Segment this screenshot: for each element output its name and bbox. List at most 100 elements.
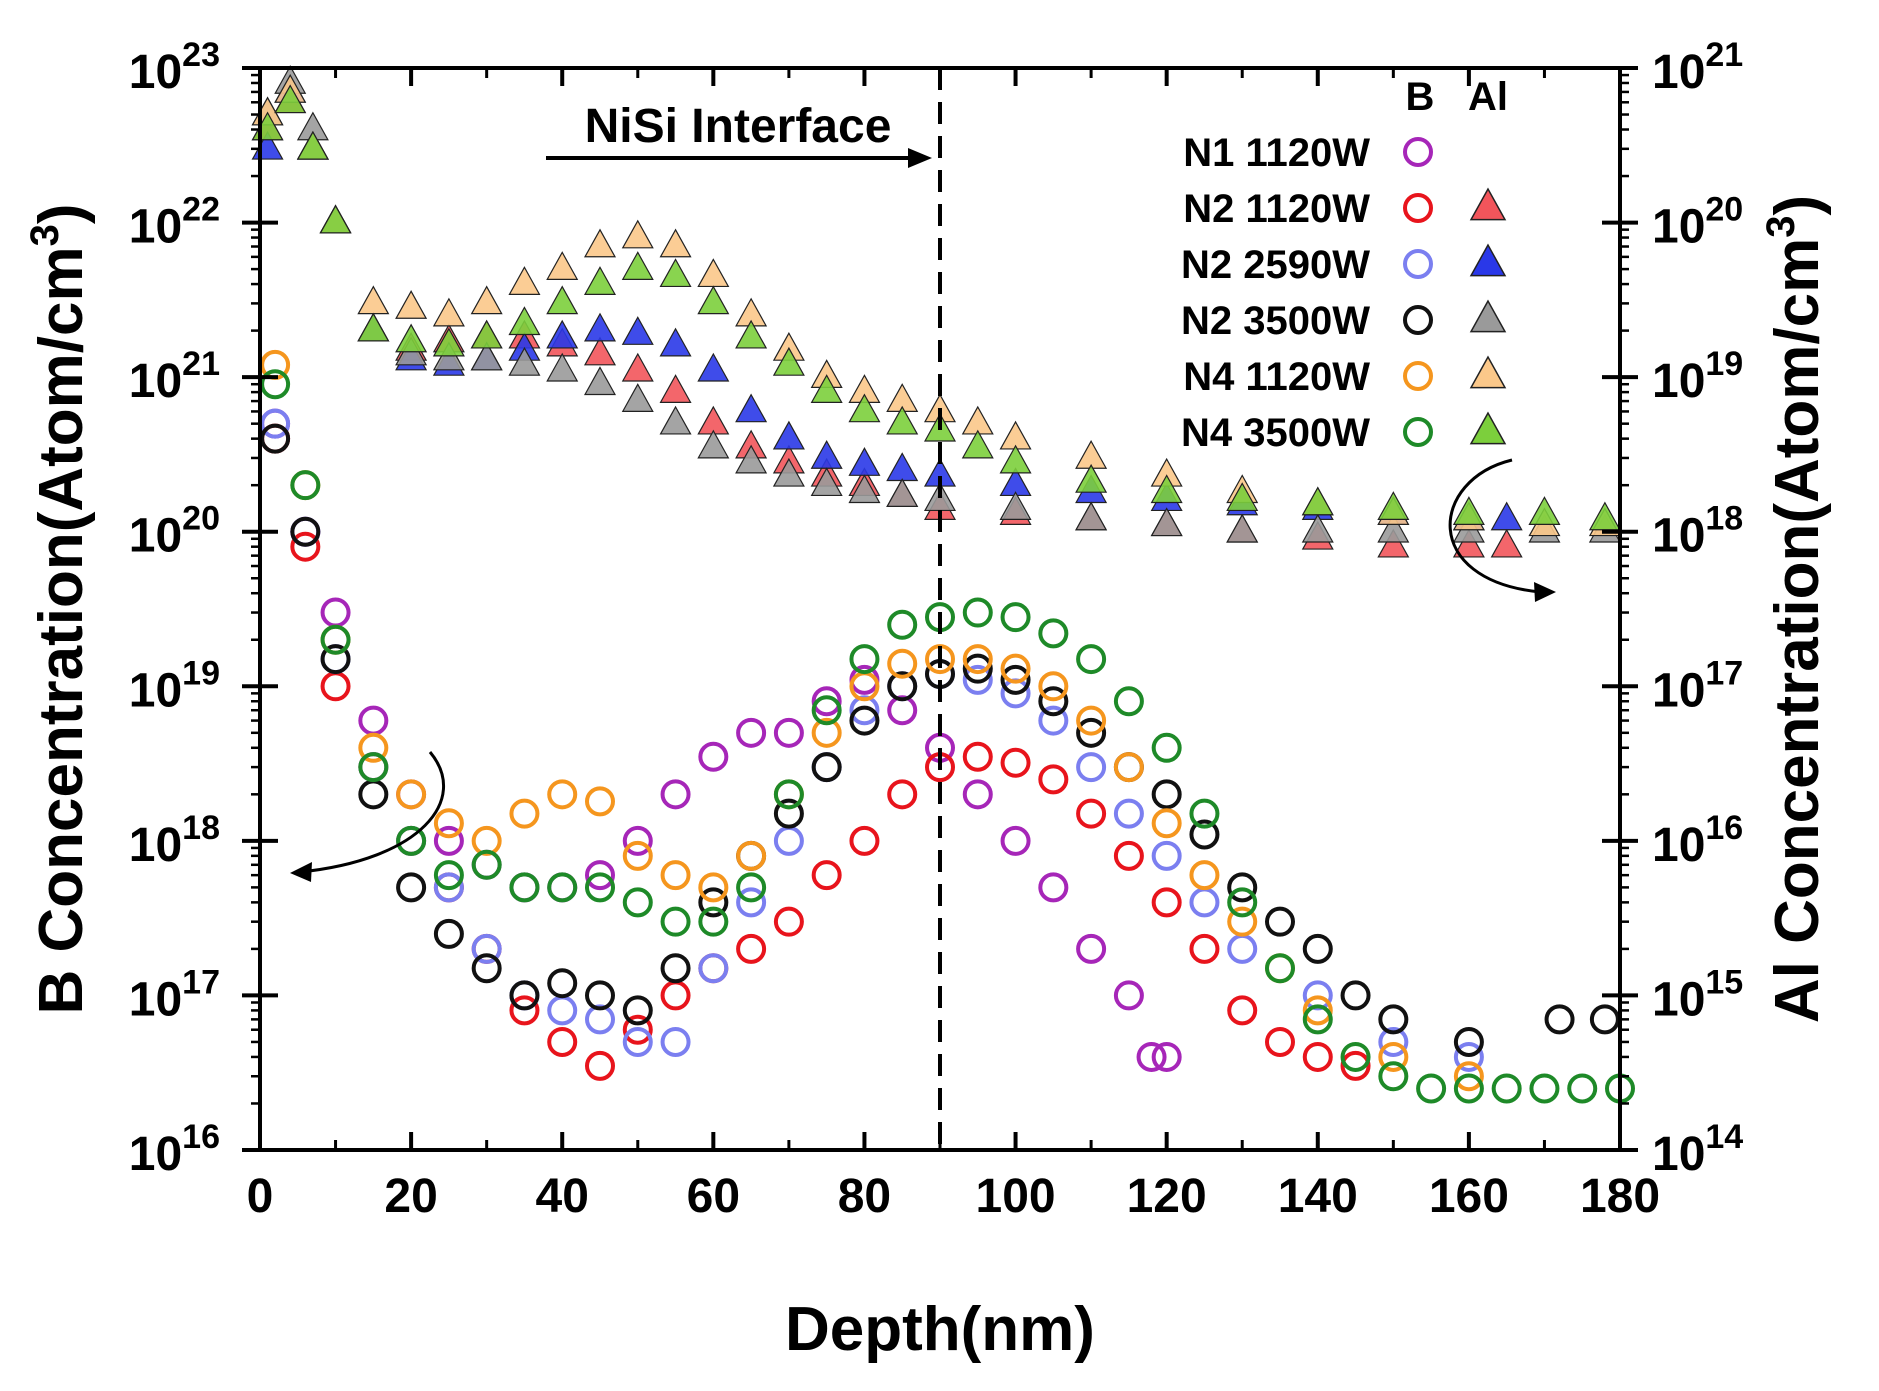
b-marker bbox=[1038, 618, 1069, 649]
b-marker bbox=[622, 1014, 653, 1045]
legend-al-marker bbox=[1469, 299, 1507, 333]
x-tick-label: 80 bbox=[838, 1170, 891, 1223]
b-marker bbox=[773, 825, 804, 856]
b-marker bbox=[773, 906, 804, 937]
b-marker bbox=[698, 906, 729, 937]
legend-entry: N1 1120W bbox=[1183, 131, 1433, 175]
tick-exponent: 20 bbox=[182, 500, 220, 538]
b-marker bbox=[1302, 980, 1333, 1011]
tick-base: 10 bbox=[129, 355, 182, 408]
b-series-n2-2590w bbox=[260, 408, 1484, 1072]
b-marker bbox=[622, 825, 653, 856]
al-marker bbox=[1377, 513, 1410, 543]
b-marker bbox=[1227, 906, 1258, 937]
left-axis-arrow bbox=[299, 751, 446, 874]
b-marker bbox=[660, 1026, 691, 1057]
legend-label: N2 3500W bbox=[1181, 299, 1370, 343]
b-marker bbox=[736, 717, 767, 748]
b-marker bbox=[1378, 1026, 1409, 1057]
b-marker bbox=[1076, 798, 1107, 829]
b-marker bbox=[509, 995, 540, 1026]
b-marker bbox=[887, 648, 918, 679]
al-marker bbox=[1490, 528, 1523, 558]
tick-exponent: 19 bbox=[1705, 345, 1743, 383]
al-marker bbox=[999, 491, 1032, 520]
tick-base: 10 bbox=[129, 46, 182, 99]
nisi-arrow-head bbox=[908, 148, 932, 168]
tick-base: 10 bbox=[1652, 510, 1705, 563]
b-marker bbox=[1378, 1061, 1409, 1092]
b-marker bbox=[811, 717, 842, 748]
b-marker bbox=[585, 872, 615, 903]
legend-entry: N4 3500W bbox=[1181, 411, 1507, 455]
al-marker bbox=[961, 429, 994, 459]
al-series-n4-3500w bbox=[251, 84, 1621, 531]
b-marker bbox=[1151, 808, 1182, 839]
right-tick-label: 1020 bbox=[1652, 191, 1743, 254]
b-marker bbox=[811, 695, 842, 726]
b-marker bbox=[1340, 1050, 1371, 1081]
b-marker bbox=[849, 695, 880, 726]
tick-base: 10 bbox=[129, 510, 182, 563]
al-marker bbox=[1075, 463, 1108, 493]
al-marker bbox=[621, 251, 654, 280]
b-marker bbox=[811, 752, 842, 783]
tick-exponent: 15 bbox=[1705, 963, 1743, 1001]
left-tick-label: 1016 bbox=[129, 1118, 220, 1181]
legend-entry: N2 3500W bbox=[1181, 299, 1507, 343]
b-marker bbox=[433, 918, 464, 949]
b-marker bbox=[887, 671, 918, 702]
tick-exponent: 16 bbox=[1705, 809, 1743, 847]
b-marker bbox=[1340, 1041, 1371, 1072]
x-tick-label: 60 bbox=[687, 1170, 740, 1223]
legend-label: N4 1120W bbox=[1183, 355, 1370, 399]
al-marker bbox=[848, 474, 881, 504]
b-marker bbox=[396, 825, 427, 856]
b-marker bbox=[811, 860, 842, 891]
b-marker bbox=[660, 980, 691, 1011]
tick-base: 10 bbox=[1652, 819, 1705, 872]
legend-b-marker bbox=[1403, 137, 1433, 167]
right-tick-label: 1014 bbox=[1652, 1118, 1743, 1181]
b-marker bbox=[1151, 840, 1182, 871]
tick-base: 10 bbox=[1652, 355, 1705, 408]
b-marker bbox=[1227, 872, 1258, 903]
right-axis-arrow bbox=[1448, 458, 1541, 594]
legend-header-al: Al bbox=[1468, 75, 1508, 119]
b-marker bbox=[1265, 953, 1295, 984]
right-tick-label: 1018 bbox=[1652, 500, 1743, 563]
al-marker bbox=[546, 285, 579, 315]
al-marker bbox=[772, 420, 805, 450]
al-marker bbox=[886, 478, 919, 507]
tick-base: 10 bbox=[1652, 973, 1705, 1026]
tick-base: 10 bbox=[1652, 664, 1705, 717]
b-marker bbox=[773, 798, 804, 829]
al-marker bbox=[772, 457, 805, 487]
b-marker bbox=[1265, 906, 1295, 937]
right-tick-label: 1021 bbox=[1652, 36, 1743, 99]
b-marker bbox=[1113, 840, 1144, 871]
al-marker bbox=[659, 258, 692, 288]
legend: B Al N1 1120W N2 1120W N2 2590W N2 3500W N4 11… bbox=[1181, 75, 1508, 455]
al-marker bbox=[1528, 496, 1561, 525]
legend-b-marker bbox=[1403, 305, 1433, 335]
al-marker bbox=[508, 306, 541, 336]
al-marker bbox=[1075, 501, 1108, 531]
b-marker bbox=[433, 872, 464, 903]
b-marker bbox=[773, 779, 804, 810]
b-marker bbox=[1189, 860, 1220, 891]
al-marker bbox=[357, 285, 390, 315]
b-marker bbox=[887, 695, 918, 726]
b-marker bbox=[433, 825, 464, 856]
b-marker bbox=[1076, 933, 1107, 964]
al-marker bbox=[546, 352, 579, 382]
al-marker bbox=[735, 319, 768, 349]
legend-entry: N4 1120W bbox=[1183, 355, 1507, 399]
al-marker bbox=[886, 452, 919, 482]
b-marker bbox=[1113, 798, 1144, 829]
b-marker bbox=[1151, 779, 1182, 810]
left-tick-label: 1019 bbox=[129, 654, 220, 717]
b-marker bbox=[1038, 764, 1069, 795]
legend-label: N1 1120W bbox=[1183, 131, 1370, 175]
al-marker bbox=[1588, 501, 1621, 531]
